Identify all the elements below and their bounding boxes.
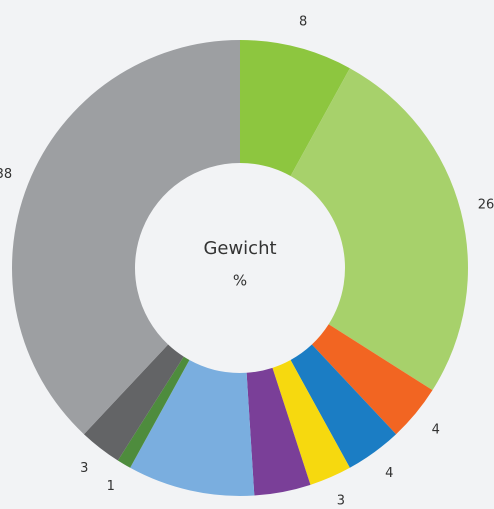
donut-segment	[117, 356, 190, 468]
data-label: 4	[385, 466, 393, 481]
data-label: 1	[107, 479, 115, 494]
donut-segment	[272, 360, 350, 485]
segments	[12, 40, 468, 496]
center-label: Gewicht	[203, 238, 276, 259]
data-label: 4	[432, 422, 440, 437]
data-label: 38	[0, 167, 12, 182]
data-label: 8	[299, 14, 307, 29]
donut-segment	[246, 367, 311, 496]
donut-segment	[290, 68, 468, 391]
unit-label: %	[233, 272, 247, 290]
donut-segment	[240, 40, 350, 176]
donut-segment	[83, 344, 184, 461]
donut-segment	[311, 324, 433, 435]
data-label: 3	[337, 494, 345, 509]
donut-segment	[290, 344, 397, 468]
donut-segment	[12, 40, 241, 435]
donut-segment	[130, 360, 255, 496]
data-label: 26	[478, 197, 494, 212]
data-label: 3	[80, 461, 88, 476]
